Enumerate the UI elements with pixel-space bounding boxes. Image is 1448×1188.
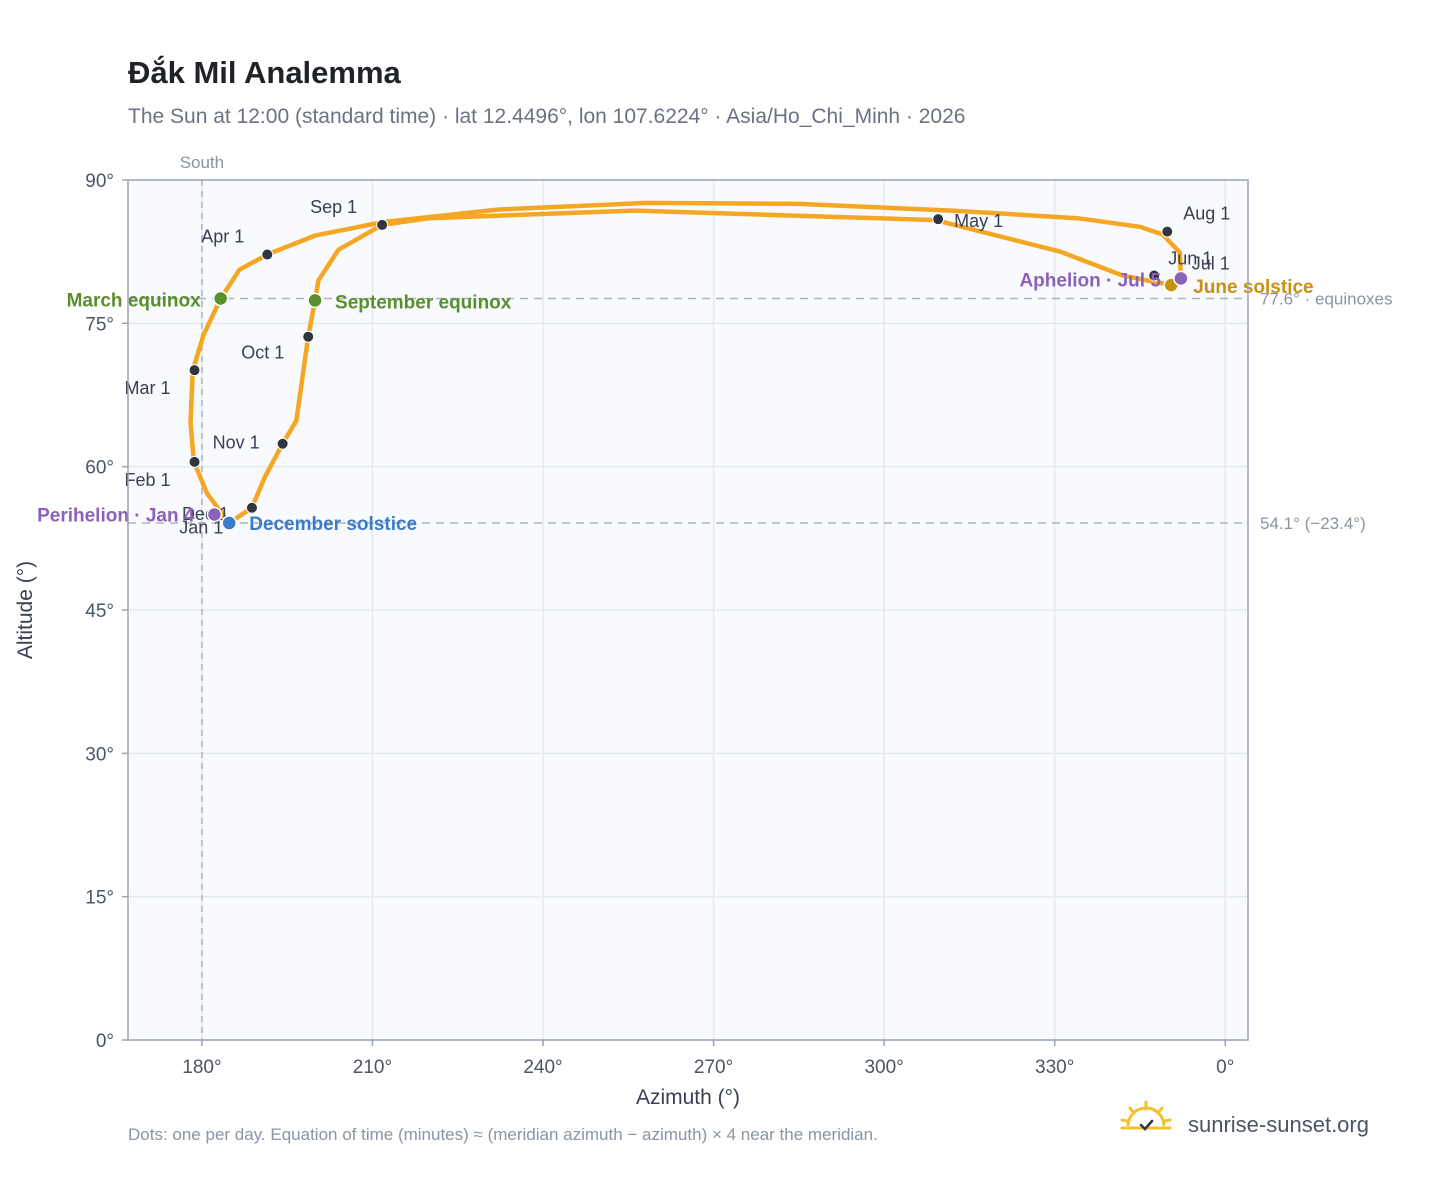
y-tick-label: 90°: [85, 171, 114, 192]
event-label: June solstice: [1193, 277, 1313, 298]
event-marker: [206, 506, 223, 523]
reference-lines: South 77.6° · equinoxes 54.1° (−23.4°): [128, 153, 1393, 1040]
event-label: December solstice: [249, 514, 417, 535]
x-axis-label: Azimuth (°): [636, 1086, 740, 1109]
event-markers: March equinox September equinox December s…: [37, 270, 1314, 535]
event-marker: [221, 515, 237, 531]
sun-icon: [1120, 1100, 1172, 1131]
event-marker: [307, 292, 323, 309]
month-label: Nov 1: [213, 433, 260, 453]
brand-text: sunrise-sunset.org: [1188, 1112, 1369, 1137]
y-tick-label: 0°: [96, 1031, 114, 1052]
event-marker: [212, 290, 229, 307]
x-tick-label: 0°: [1216, 1057, 1234, 1078]
month-label: Mar 1: [125, 378, 171, 398]
event-label: Perihelion · Jan 4: [37, 505, 195, 526]
event-label: March equinox: [67, 290, 202, 311]
y-tick-label: 60°: [85, 458, 114, 479]
event-label: September equinox: [335, 292, 512, 313]
month-marker: [188, 364, 201, 377]
month-marker: [1148, 269, 1161, 282]
month-label: Oct 1: [241, 343, 284, 363]
month-label: Sep 1: [310, 197, 357, 217]
reference-line-label: 77.6° · equinoxes: [1260, 289, 1393, 308]
y-tick-label: 75°: [85, 314, 114, 335]
month-label: Feb 1: [125, 470, 171, 490]
month-marker: [376, 218, 389, 231]
month-label: Jan 1: [179, 517, 223, 537]
reference-line-label: 54.1° (−23.4°): [1260, 514, 1366, 533]
brand-logo: [1120, 1100, 1172, 1131]
footnote: Dots: one per day. Equation of time (min…: [128, 1125, 878, 1144]
x-tick-label: 240°: [523, 1057, 562, 1078]
y-tick-label: 45°: [85, 601, 114, 622]
month-marker: [261, 248, 274, 261]
y-tick-label: 15°: [85, 888, 114, 909]
month-marker: [302, 330, 315, 343]
month-label: May 1: [954, 211, 1003, 231]
month-marker: [188, 455, 201, 468]
month-marker: [932, 213, 945, 226]
event-label: Aphelion · Jul 5: [1019, 270, 1161, 291]
month-label: Jul 1: [1192, 253, 1230, 273]
x-tick-label: 300°: [864, 1057, 903, 1078]
chart-subtitle: The Sun at 12:00 (standard time) · lat 1…: [128, 105, 965, 128]
month-label: Aug 1: [1183, 204, 1230, 224]
x-tick-label: 180°: [182, 1057, 221, 1078]
month-marker: [1161, 225, 1174, 238]
month-marker: [276, 437, 289, 450]
event-marker: [1173, 270, 1189, 287]
axis-ticks: 180° 210° 240° 270° 300° 330° 0° 0° 15° 30° 45° 60°…: [85, 171, 1234, 1078]
x-tick-label: 270°: [694, 1057, 733, 1078]
month-label: Apr 1: [201, 227, 244, 247]
chart-title: Đắk Mil Analemma: [128, 54, 402, 90]
y-tick-label: 30°: [85, 744, 114, 765]
x-tick-label: 210°: [353, 1057, 392, 1078]
month-marker: [245, 501, 258, 514]
y-axis-label: Altitude (°): [14, 561, 37, 659]
x-tick-label: 330°: [1035, 1057, 1074, 1078]
meridian-label: South: [180, 153, 224, 172]
month-label: Jun 1: [1168, 249, 1212, 269]
